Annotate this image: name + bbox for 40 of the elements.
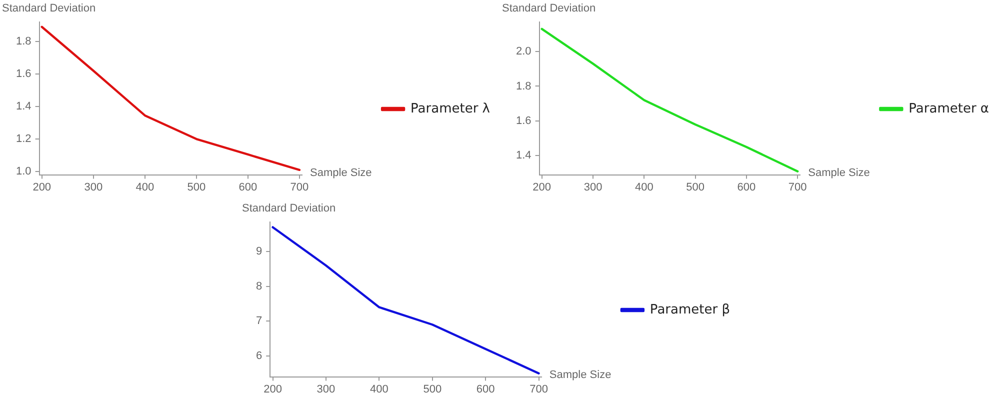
y-tick-label: 1.2 (16, 133, 32, 146)
y-axis-title: Standard Deviation (2, 2, 96, 15)
x-axis-title: Sample Size (549, 368, 612, 381)
legend-label: Parameter λ (410, 101, 490, 116)
y-tick-label: 2.0 (516, 46, 532, 58)
legend-label: Parameter α (908, 101, 990, 116)
y-tick-label: 8 (256, 280, 262, 292)
y-tick-label: 1.0 (16, 166, 32, 178)
y-tick-label: 7 (256, 315, 262, 328)
y-tick-label: 9 (256, 246, 262, 258)
x-tick-label: 300 (84, 181, 103, 194)
x-tick-label: 700 (788, 181, 807, 194)
x-tick-label: 400 (136, 181, 154, 194)
x-tick-label: 500 (187, 181, 206, 194)
y-tick-label: 1.6 (16, 68, 32, 80)
x-tick-label: 200 (32, 181, 52, 194)
x-tick-label: 600 (737, 181, 756, 194)
x-axis-title: Sample Size (310, 166, 372, 179)
y-tick-label: 1.8 (516, 80, 532, 92)
x-tick-label: 300 (584, 181, 602, 194)
x-tick-label: 700 (530, 383, 548, 396)
x-tick-label: 400 (634, 181, 654, 194)
x-tick-label: 300 (316, 383, 336, 396)
x-tick-label: 500 (423, 383, 442, 396)
x-tick-label: 400 (370, 383, 388, 396)
y-tick-label: 1.4 (516, 150, 532, 162)
y-tick-label: 1.8 (16, 36, 32, 48)
x-tick-label: 700 (290, 181, 309, 194)
legend-label: Parameter β (650, 302, 730, 318)
x-tick-label: 600 (238, 181, 258, 194)
x-axis-title: Sample Size (808, 166, 870, 179)
x-tick-label: 500 (686, 181, 704, 194)
x-tick-label: 200 (264, 383, 282, 396)
x-tick-label: 600 (476, 383, 495, 396)
y-tick-label: 6 (256, 350, 262, 362)
y-axis-title: Standard Deviation (502, 2, 596, 15)
y-axis-title: Standard Deviation (242, 202, 336, 215)
y-tick-label: 1.6 (516, 115, 532, 128)
y-tick-label: 1.4 (16, 100, 32, 113)
x-tick-label: 200 (532, 181, 552, 194)
